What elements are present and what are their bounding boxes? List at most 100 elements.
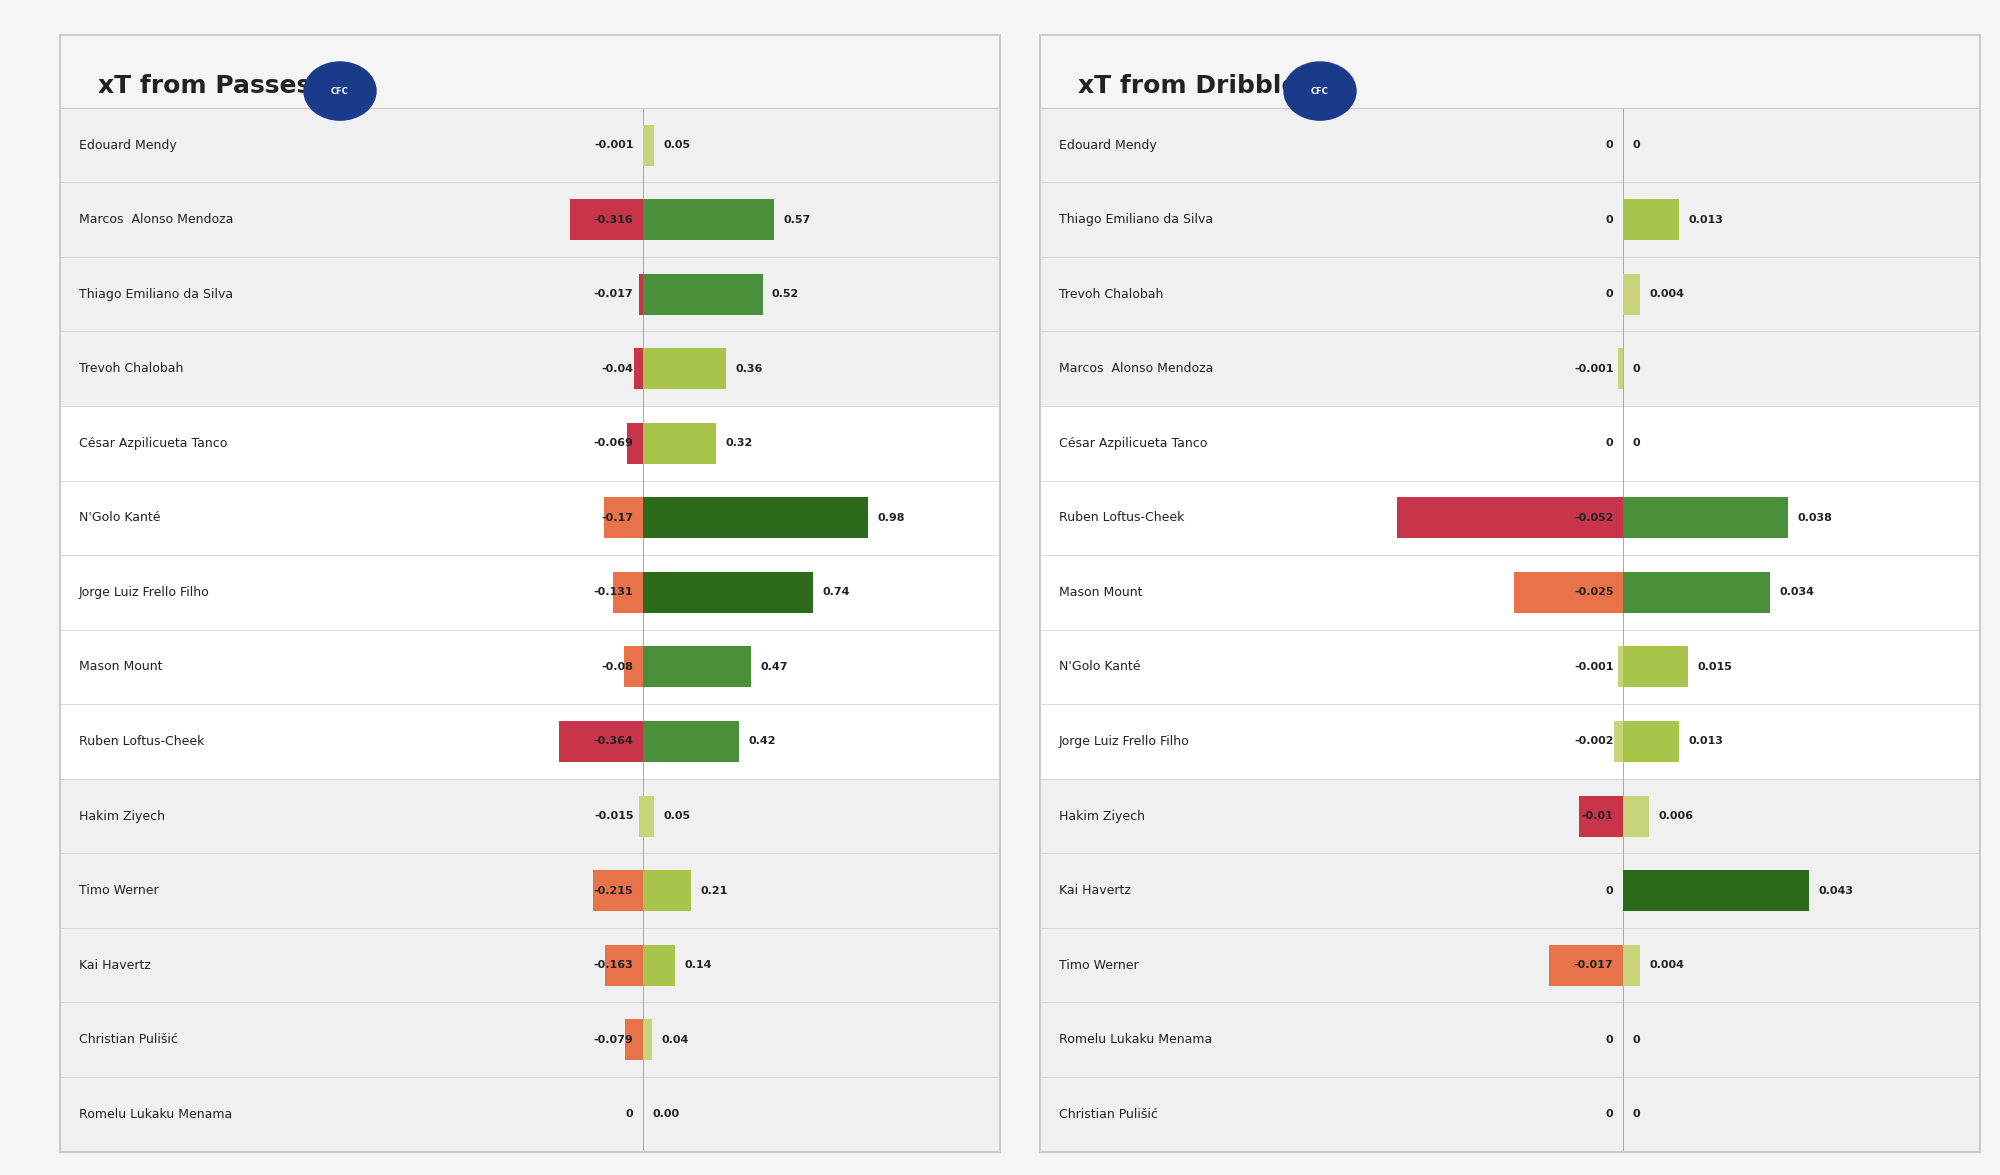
FancyBboxPatch shape	[642, 945, 676, 986]
Text: CFC: CFC	[1312, 87, 1328, 95]
Text: 0: 0	[1606, 438, 1614, 449]
FancyBboxPatch shape	[1618, 348, 1622, 389]
Text: Kai Havertz: Kai Havertz	[1058, 884, 1130, 897]
Text: 0.05: 0.05	[664, 811, 690, 821]
FancyBboxPatch shape	[642, 274, 762, 315]
FancyBboxPatch shape	[624, 646, 642, 687]
Text: 0: 0	[1632, 140, 1640, 150]
Text: 0: 0	[1632, 1035, 1640, 1045]
Circle shape	[1284, 62, 1356, 120]
FancyBboxPatch shape	[604, 497, 642, 538]
Text: Edouard Mendy: Edouard Mendy	[78, 139, 176, 152]
FancyBboxPatch shape	[560, 721, 642, 761]
Text: -0.017: -0.017	[1574, 960, 1614, 971]
FancyBboxPatch shape	[640, 795, 642, 837]
Text: 0.038: 0.038	[1798, 512, 1832, 523]
Text: Christian Pulišić: Christian Pulišić	[1058, 1108, 1158, 1121]
Text: Marcos  Alonso Mendoza: Marcos Alonso Mendoza	[1058, 362, 1214, 375]
Text: Hakim Ziyech: Hakim Ziyech	[1058, 810, 1144, 822]
Text: 0.004: 0.004	[1650, 289, 1684, 300]
FancyBboxPatch shape	[1550, 945, 1622, 986]
Text: -0.131: -0.131	[594, 588, 634, 597]
FancyBboxPatch shape	[642, 125, 654, 166]
FancyBboxPatch shape	[1040, 108, 1980, 407]
Text: CFC: CFC	[332, 87, 348, 95]
FancyBboxPatch shape	[606, 945, 642, 986]
Text: -0.163: -0.163	[594, 960, 634, 971]
Text: 0: 0	[1606, 140, 1614, 150]
Text: -0.079: -0.079	[594, 1035, 634, 1045]
Text: 0.98: 0.98	[878, 512, 906, 523]
Text: Romelu Lukaku Menama: Romelu Lukaku Menama	[78, 1108, 232, 1121]
FancyBboxPatch shape	[1622, 497, 1788, 538]
FancyBboxPatch shape	[642, 721, 740, 761]
Text: 0: 0	[1632, 1109, 1640, 1120]
Text: N'Golo Kanté: N'Golo Kanté	[1058, 660, 1140, 673]
FancyBboxPatch shape	[1622, 870, 1810, 911]
Text: 0.32: 0.32	[726, 438, 754, 449]
Text: 0: 0	[1606, 886, 1614, 895]
FancyBboxPatch shape	[1614, 721, 1622, 761]
FancyBboxPatch shape	[642, 199, 774, 240]
FancyBboxPatch shape	[642, 646, 750, 687]
Text: -0.17: -0.17	[602, 512, 634, 523]
Text: 0.00: 0.00	[652, 1109, 680, 1120]
Text: César Azpilicueta Tanco: César Azpilicueta Tanco	[78, 437, 228, 450]
Text: -0.052: -0.052	[1574, 512, 1614, 523]
FancyBboxPatch shape	[642, 423, 716, 464]
FancyBboxPatch shape	[1622, 945, 1640, 986]
Text: 0.04: 0.04	[662, 1035, 688, 1045]
Text: Mason Mount: Mason Mount	[78, 660, 162, 673]
Text: -0.001: -0.001	[1574, 662, 1614, 672]
Text: 0: 0	[1632, 438, 1640, 449]
Text: Timo Werner: Timo Werner	[78, 884, 158, 897]
FancyBboxPatch shape	[642, 497, 868, 538]
FancyBboxPatch shape	[1618, 646, 1622, 687]
Text: Timo Werner: Timo Werner	[1058, 959, 1138, 972]
Text: 0.05: 0.05	[664, 140, 690, 150]
Text: Hakim Ziyech: Hakim Ziyech	[78, 810, 164, 822]
Text: -0.01: -0.01	[1582, 811, 1614, 821]
Text: 0: 0	[1606, 215, 1614, 224]
Text: -0.002: -0.002	[1574, 737, 1614, 746]
Text: -0.015: -0.015	[594, 811, 634, 821]
Text: Edouard Mendy: Edouard Mendy	[1058, 139, 1156, 152]
Text: 0.47: 0.47	[760, 662, 788, 672]
FancyBboxPatch shape	[60, 407, 1000, 779]
Text: 0.21: 0.21	[700, 886, 728, 895]
Text: -0.215: -0.215	[594, 886, 634, 895]
Text: -0.04: -0.04	[602, 364, 634, 374]
Text: Kai Havertz: Kai Havertz	[78, 959, 150, 972]
FancyBboxPatch shape	[1622, 721, 1680, 761]
Text: Trevoh Chalobah: Trevoh Chalobah	[1058, 288, 1164, 301]
FancyBboxPatch shape	[60, 779, 1000, 1152]
Text: -0.001: -0.001	[594, 140, 634, 150]
FancyBboxPatch shape	[638, 274, 642, 315]
Text: 0.004: 0.004	[1650, 960, 1684, 971]
FancyBboxPatch shape	[1580, 795, 1622, 837]
FancyBboxPatch shape	[1622, 795, 1648, 837]
Text: 0.013: 0.013	[1688, 737, 1724, 746]
FancyBboxPatch shape	[642, 572, 814, 613]
Text: -0.08: -0.08	[602, 662, 634, 672]
Text: 0: 0	[1632, 364, 1640, 374]
Text: 0.74: 0.74	[822, 588, 850, 597]
Text: Jorge Luiz Frello Filho: Jorge Luiz Frello Filho	[1058, 736, 1190, 748]
Text: Mason Mount: Mason Mount	[1058, 586, 1142, 599]
FancyBboxPatch shape	[1622, 199, 1680, 240]
FancyBboxPatch shape	[1040, 779, 1980, 1152]
FancyBboxPatch shape	[594, 870, 642, 911]
Text: 0.015: 0.015	[1698, 662, 1732, 672]
FancyBboxPatch shape	[1398, 497, 1622, 538]
FancyBboxPatch shape	[570, 199, 642, 240]
Text: Marcos  Alonso Mendoza: Marcos Alonso Mendoza	[78, 213, 234, 226]
Text: 0: 0	[1606, 1109, 1614, 1120]
Text: xT from Dribbles: xT from Dribbles	[1078, 74, 1312, 99]
Text: 0.013: 0.013	[1688, 215, 1724, 224]
Circle shape	[304, 62, 376, 120]
Text: Romelu Lukaku Menama: Romelu Lukaku Menama	[1058, 1033, 1212, 1046]
FancyBboxPatch shape	[624, 1019, 642, 1060]
Text: 0.57: 0.57	[784, 215, 810, 224]
FancyBboxPatch shape	[626, 423, 642, 464]
FancyBboxPatch shape	[1622, 646, 1688, 687]
